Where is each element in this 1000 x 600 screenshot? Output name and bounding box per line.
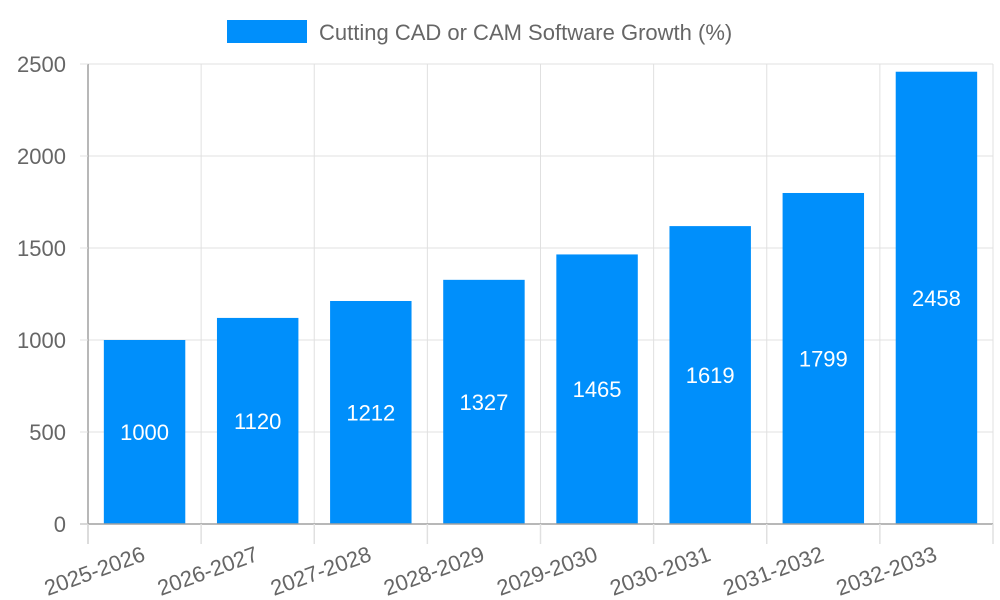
y-tick-label: 2500 [17,52,66,77]
bar[interactable] [216,317,299,524]
data-label: 1212 [346,400,395,425]
bar[interactable] [556,254,638,524]
x-tick-label: 2029-2030 [493,541,600,600]
y-tick-label: 1000 [17,328,66,353]
x-tick-label: 2032-2033 [833,541,940,600]
legend[interactable]: Cutting CAD or CAM Software Growth (%) [227,20,732,45]
bar[interactable] [443,279,525,524]
y-tick-label: 500 [29,420,66,445]
y-tick-label: 0 [54,512,66,537]
x-tick-label: 2025-2026 [41,541,148,600]
data-label: 1799 [799,346,848,371]
x-tick-label: 2030-2031 [606,541,713,600]
data-label: 1327 [459,390,508,415]
axes [80,64,993,544]
x-tick-label: 2028-2029 [380,541,487,600]
legend-label: Cutting CAD or CAM Software Growth (%) [319,20,732,45]
y-tick-label: 1500 [17,236,66,261]
data-label: 1619 [686,363,735,388]
data-label: 1000 [120,420,169,445]
bar[interactable] [103,340,186,524]
y-axis-ticks: 0 500 1000 1500 2000 2500 [17,52,88,537]
data-label: 1120 [234,409,281,434]
bar[interactable] [669,226,751,524]
legend-swatch [227,20,307,43]
bars [103,71,978,524]
x-tick-label: 2027-2028 [267,541,374,600]
x-tick-label: 2031-2032 [720,541,827,600]
x-tick-label: 2026-2027 [154,541,261,600]
y-tick-label: 2000 [17,144,66,169]
bar[interactable] [782,192,865,524]
data-label: 1465 [573,377,622,402]
x-axis-ticks: 2025-2026 2026-2027 2027-2028 2028-2029 2029… [41,524,994,600]
data-label: 2458 [912,286,961,311]
bar[interactable] [895,71,978,524]
bar[interactable] [330,300,412,524]
data-labels: 1000 1120 1212 1327 1465 1619 1799 2458 [120,286,961,445]
